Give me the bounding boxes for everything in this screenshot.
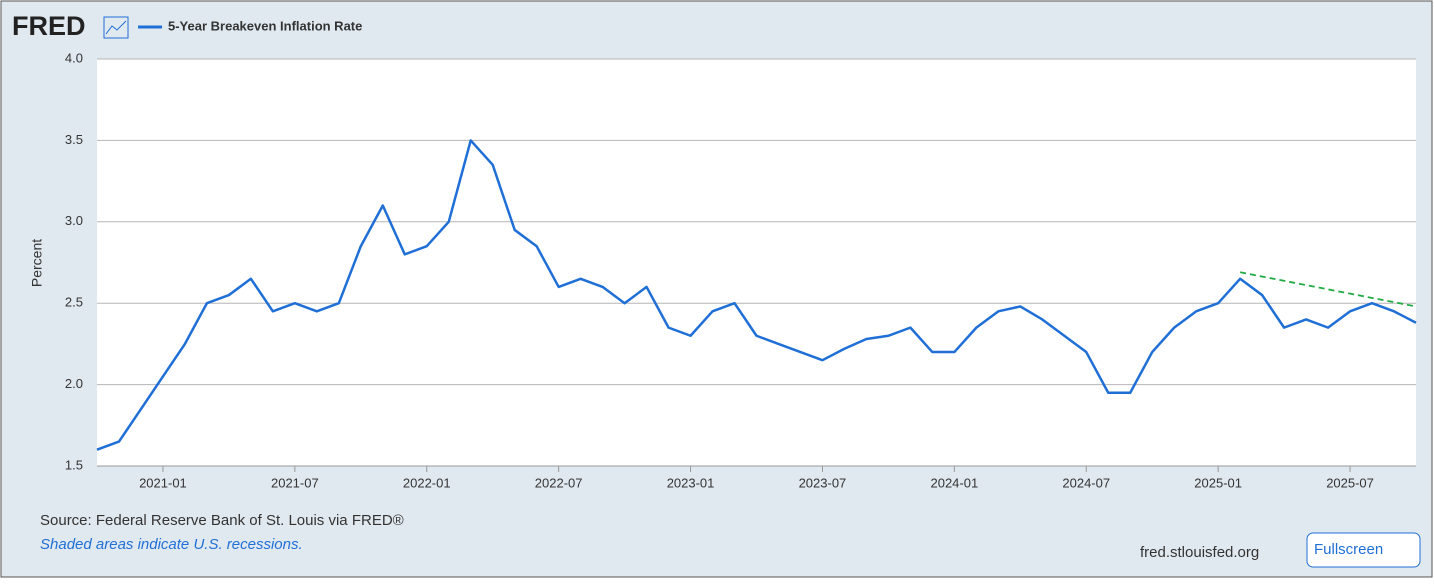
logo-icon xyxy=(103,16,129,39)
x-tick-label: 2024-07 xyxy=(1062,475,1110,490)
y-axis-label: Percent xyxy=(29,239,45,287)
plot-area xyxy=(97,59,1416,466)
x-tick-label: 2021-01 xyxy=(139,475,187,490)
legend-label: 5-Year Breakeven Inflation Rate xyxy=(168,18,362,33)
plot: 1.5 2.0 2.5 3.0 3.5 4.0 2021-01 2021-07 2022-01 2… xyxy=(65,50,1417,490)
site: fred.stlouisfed.org xyxy=(1140,544,1259,561)
fullscreen-label[interactable]: Fullscreen xyxy=(1314,541,1383,558)
fullscreen-button[interactable] xyxy=(1306,532,1421,568)
y-tick-label: 4.0 xyxy=(65,50,83,65)
logo: FRED xyxy=(12,11,86,41)
series-line xyxy=(96,139,1417,451)
x-tick-label: 2022-07 xyxy=(535,475,583,490)
x-tick-label: 2023-07 xyxy=(799,475,847,490)
source: Source: Federal Reserve Bank of St. Loui… xyxy=(40,512,404,529)
y-tick-label: 3.0 xyxy=(65,213,83,228)
y-tick-label: 2.0 xyxy=(65,376,83,391)
x-tick-label: 2025-01 xyxy=(1194,475,1242,490)
x-tick-label: 2024-01 xyxy=(930,475,978,490)
x-tick-label: 2022-01 xyxy=(403,475,451,490)
x-tick-label: 2021-07 xyxy=(271,475,319,490)
y-tick-label: 1.5 xyxy=(65,457,83,472)
x-tick-label: 2023-01 xyxy=(667,475,715,490)
x-tick-label: 2025-07 xyxy=(1326,475,1374,490)
note: Shaded areas indicate U.S. recessions. xyxy=(40,536,303,553)
y-tick-label: 2.5 xyxy=(65,295,83,310)
y-tick-label: 3.5 xyxy=(65,132,83,147)
